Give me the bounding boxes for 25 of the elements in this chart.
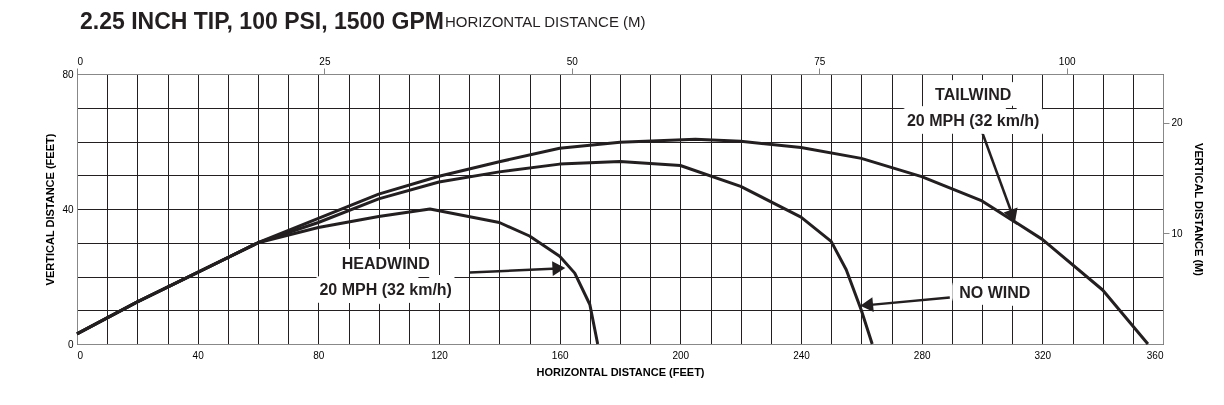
x2-tick-label: 75 <box>814 55 826 67</box>
chart-title: 2.25 INCH TIP, 100 PSI, 1500 GPM <box>80 8 444 34</box>
x2-tick-label: 50 <box>566 55 579 67</box>
x-tick-label: 320 <box>1034 349 1052 361</box>
x2-axis-title: HORIZONTAL DISTANCE (M) <box>445 13 646 30</box>
x2-tick-label: 25 <box>319 55 331 67</box>
x-tick-label: 200 <box>672 349 690 361</box>
x-tick-label: 360 <box>1146 349 1164 361</box>
x2-tick-label: 100 <box>1058 55 1076 67</box>
x-tick-label: 240 <box>793 349 811 361</box>
x-tick-label: 280 <box>913 349 931 361</box>
x-tick-label: 0 <box>77 349 84 361</box>
y2-axis-title: VERTICAL DISTANCE (M) <box>1192 143 1205 277</box>
x2-tick-label: 0 <box>77 55 84 67</box>
x-tick-label: 160 <box>551 349 569 361</box>
x-tick-label: 40 <box>192 349 205 361</box>
y-axis-title: VERTICAL DISTANCE (FEET) <box>44 133 57 286</box>
x-tick-label: 80 <box>313 349 325 361</box>
y2-tick-label: 20 <box>1171 117 1184 129</box>
x-tick-label: 120 <box>431 349 449 361</box>
y-tick-label: 40 <box>62 203 74 215</box>
y2-tick-label: 10 <box>1171 227 1184 239</box>
y-tick-label: 80 <box>62 68 74 80</box>
y-tick-label: 0 <box>67 338 74 350</box>
x-axis-title: HORIZONTAL DISTANCE (FEET) <box>536 365 705 378</box>
